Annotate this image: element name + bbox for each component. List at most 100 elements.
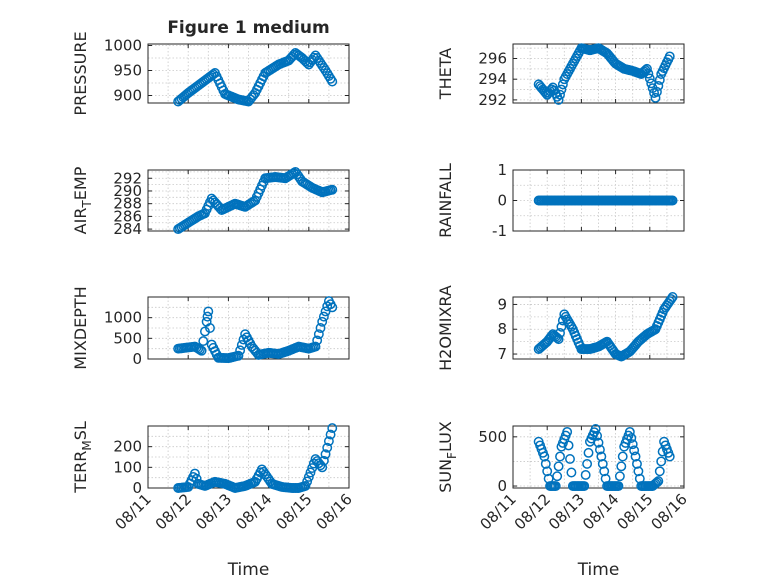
data-point (552, 471, 563, 482)
data-point (583, 447, 594, 458)
data-point (313, 55, 324, 66)
data-point (613, 481, 624, 491)
data-point (630, 451, 641, 462)
data-point (653, 80, 664, 91)
data-point (315, 323, 326, 333)
data-point (320, 449, 331, 460)
data-point (596, 451, 607, 462)
data-point (323, 436, 334, 447)
data-point (566, 467, 577, 478)
data-point (664, 451, 675, 462)
data-point (594, 444, 605, 455)
data-point (556, 321, 567, 332)
data-point (315, 58, 326, 68)
data-point (203, 306, 214, 317)
data-point (542, 466, 553, 477)
data-point (617, 451, 628, 462)
x-axis-label: Time (577, 560, 620, 580)
y-tick-label: 500 (113, 329, 142, 347)
x-tick-label: 08/13 (545, 490, 588, 533)
data-point (235, 345, 246, 356)
data-point (656, 456, 667, 467)
data-point (599, 466, 610, 477)
x-tick-label: 08/16 (313, 490, 356, 533)
data-point (632, 458, 642, 469)
subplot-rainfall: -1 0 1 RAINFALL (436, 161, 685, 240)
data-point (317, 462, 328, 473)
y-tick-label: -1 (492, 222, 507, 240)
data-point (629, 445, 640, 456)
data-point (579, 481, 590, 491)
data-point (300, 480, 311, 491)
y-axis-label: RAINFALL (436, 163, 455, 238)
data-point (555, 328, 565, 338)
data-point (198, 336, 209, 347)
data-point (582, 458, 593, 469)
data-point (563, 440, 574, 451)
data-point (664, 51, 675, 62)
x-tick-label: 08/13 (192, 490, 235, 533)
x-tick-label: 08/12 (152, 490, 195, 533)
y-tick-label: 288 (113, 195, 142, 213)
y-axis-label: H2OMIXRA (436, 285, 455, 371)
data-point (643, 68, 654, 79)
y-tick-label: 292 (113, 169, 142, 187)
data-point (318, 311, 329, 322)
x-axis-label: Time (227, 560, 270, 580)
y-tick-label: 200 (113, 438, 142, 456)
data-point (553, 461, 564, 472)
data-point (322, 442, 333, 453)
subplot-pressure: 900 950 1000 PRESSURE Figure 1 medium (71, 18, 350, 116)
data-point (303, 472, 314, 482)
data-point (616, 461, 627, 472)
data-point (327, 302, 338, 313)
y-tick-label: 900 (113, 87, 142, 105)
data-point (307, 463, 318, 473)
y-axis-label: TERRMSL (71, 421, 94, 494)
data-point (325, 429, 336, 440)
data-point (624, 426, 635, 437)
data-point (592, 430, 603, 441)
y-tick-label: 100 (113, 458, 142, 476)
y-tick-label: 292 (478, 91, 507, 109)
x-tick-label: 08/16 (648, 490, 691, 533)
data-point (312, 335, 323, 346)
y-tick-label: 286 (113, 207, 142, 225)
data-point (310, 341, 321, 352)
data-point (556, 84, 567, 95)
x-tick-label: 08/15 (272, 490, 315, 533)
data-point (653, 476, 664, 487)
data-point (313, 329, 324, 340)
data-point (318, 63, 329, 73)
data-point (654, 466, 665, 477)
axes-box (147, 169, 350, 232)
data-point (626, 433, 637, 444)
data-point (555, 451, 565, 462)
data-point (196, 345, 207, 356)
data-point (552, 332, 563, 343)
axes-box (512, 296, 685, 360)
data-point (580, 470, 591, 480)
data-point (642, 63, 652, 74)
data-point (650, 92, 661, 103)
data-point (312, 53, 323, 63)
y-axis-label: MIXDEPTH (71, 286, 90, 369)
y-tick-label: 1000 (104, 309, 142, 327)
data-point (327, 76, 338, 87)
data-point (565, 454, 575, 464)
axes-box (147, 296, 350, 360)
data-point (205, 323, 215, 333)
y-tick-label: 0 (497, 477, 507, 495)
data-point (305, 467, 316, 478)
data-point (310, 50, 321, 61)
x-tick-label: 08/14 (579, 490, 622, 533)
y-tick-label: 9 (497, 295, 507, 313)
y-tick-label: 0 (132, 350, 142, 368)
data-point (667, 292, 678, 302)
subplot-theta: 292 294 296 THETA (436, 43, 685, 109)
x-tick-label: 08/12 (511, 490, 554, 533)
data-point (590, 424, 601, 434)
